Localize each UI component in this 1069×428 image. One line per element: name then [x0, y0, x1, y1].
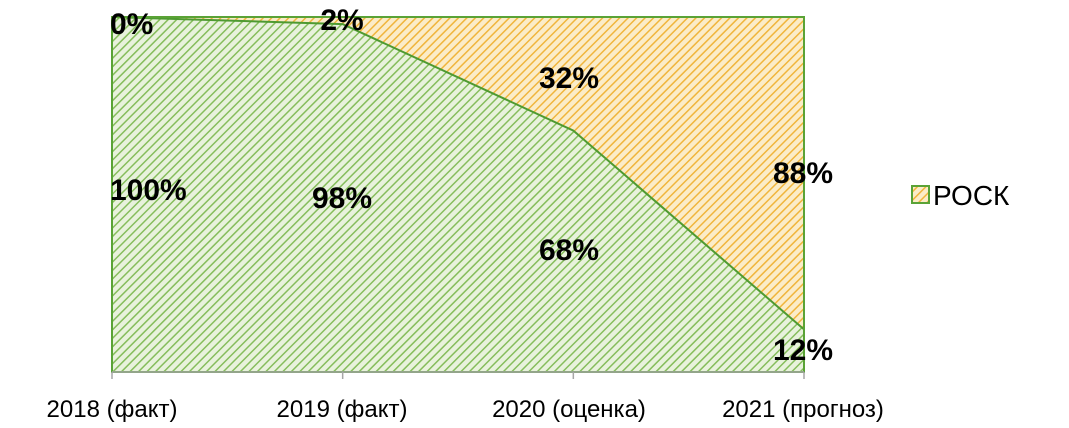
data-label-orange: 2% — [320, 4, 363, 37]
legend-entry-label: РОСК — [933, 180, 1010, 211]
legend: РОСК — [912, 180, 1010, 211]
data-label-orange: 0% — [110, 8, 153, 41]
data-label-green: 12% — [773, 334, 833, 367]
data-label-green: 100% — [110, 174, 187, 207]
x-tick-label: 2018 (факт) — [47, 396, 178, 423]
plot-area — [112, 17, 804, 372]
data-label-orange: 88% — [773, 157, 833, 190]
x-tick-label: 2021 (прогноз) — [722, 396, 884, 423]
x-tick-label: 2020 (оценка) — [492, 396, 646, 423]
data-label-green: 68% — [539, 234, 599, 267]
data-label-green: 98% — [312, 182, 372, 215]
x-axis: 2018 (факт) 2019 (факт) 2020 (оценка) 2021 … — [47, 372, 884, 423]
legend-swatch — [912, 186, 929, 203]
x-tick-label: 2019 (факт) — [277, 396, 408, 423]
data-label-orange: 32% — [539, 62, 599, 95]
